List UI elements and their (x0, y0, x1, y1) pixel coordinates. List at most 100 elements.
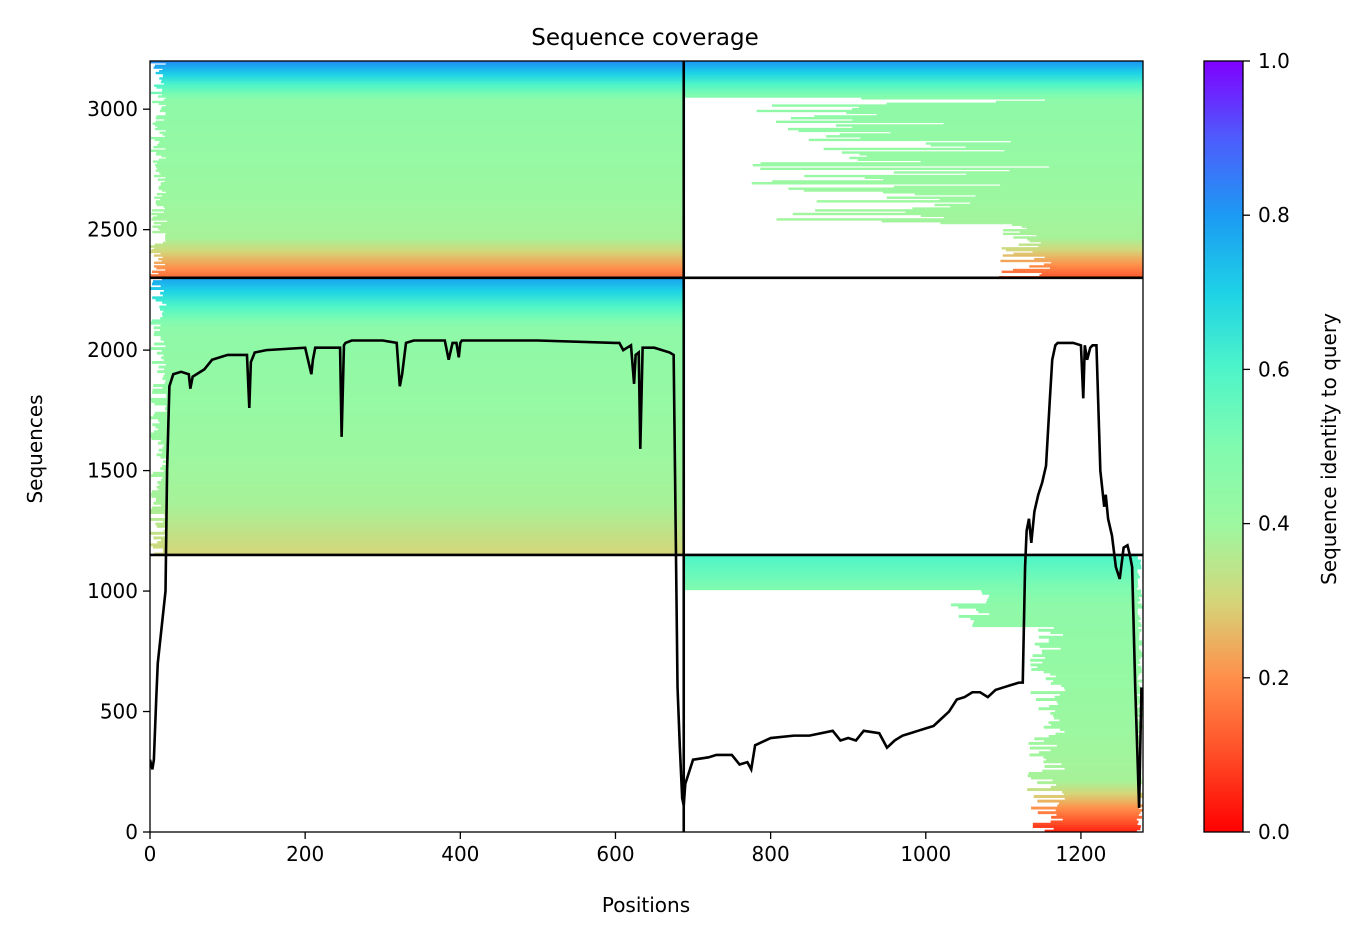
heat-row (160, 223, 684, 227)
heat-row (166, 191, 684, 194)
heat-row (1056, 700, 1142, 704)
heat-row (158, 427, 684, 431)
y-tick-label: 2500 (87, 218, 138, 242)
heat-row (160, 284, 684, 288)
heat-row (158, 142, 684, 145)
heat-row (161, 349, 684, 353)
heat-row (156, 162, 684, 165)
heat-row (975, 608, 1138, 611)
heat-row (163, 374, 684, 378)
heat-row (162, 75, 684, 78)
heat-row (804, 174, 1143, 178)
heat-row (164, 515, 684, 519)
heat-row (161, 478, 684, 482)
heat-row (1049, 267, 1143, 270)
heat-row (164, 513, 684, 517)
heat-row (153, 145, 684, 149)
heat-row (1055, 709, 1140, 713)
colorbar: 0.0 0.2 0.4 0.6 0.8 1.0 Sequence identity to … (1203, 49, 1341, 844)
heat-row (162, 300, 684, 304)
heat-row (1036, 234, 1143, 237)
heat-row (150, 245, 684, 248)
heat-row (760, 162, 1143, 165)
heat-row (163, 469, 684, 473)
heat-row (159, 328, 684, 332)
heat-row (966, 173, 1143, 176)
heat-row (165, 147, 684, 151)
heat-row (683, 561, 1141, 565)
heat-row (159, 77, 684, 80)
heat-row (866, 154, 1143, 158)
heat-row (683, 62, 1143, 66)
heat-row (989, 612, 1138, 616)
heat-row (158, 158, 684, 161)
heat-row (155, 298, 684, 302)
heat-row (150, 321, 684, 325)
heat-row (152, 122, 684, 125)
coverage-line (150, 339, 1143, 808)
x-axis-label: Positions (602, 893, 690, 917)
heat-row (160, 291, 684, 295)
heat-row (154, 243, 684, 246)
heat-row (1013, 236, 1143, 239)
heat-row (162, 446, 684, 450)
x-axis-ticks: 0 200 400 600 800 1000 1200 (144, 832, 1106, 866)
heat-row (159, 70, 684, 73)
heat-row (163, 210, 684, 214)
heat-row (1043, 760, 1140, 764)
heat-row (683, 84, 1143, 87)
heat-row (864, 176, 1143, 180)
heat-row (683, 73, 1143, 77)
heat-row (683, 582, 1138, 586)
heat-row (1055, 808, 1143, 812)
heat-row (159, 131, 684, 134)
heat-row (155, 153, 684, 156)
x-tick-label: 0 (144, 842, 157, 866)
x-tick-label: 1000 (900, 842, 951, 866)
heat-row (1062, 818, 1137, 822)
heat-row (972, 624, 1142, 628)
y-tick-label: 1500 (87, 459, 138, 483)
heat-row (1050, 672, 1140, 676)
heat-row (1031, 806, 1140, 810)
heat-row (162, 386, 684, 390)
heat-row (1044, 98, 1143, 102)
heat-row (792, 212, 1143, 216)
heat-row (1003, 229, 1143, 232)
heat-row (154, 64, 684, 68)
heat-row (815, 209, 1143, 212)
heat-row (1055, 732, 1138, 736)
heat-row (163, 310, 684, 314)
heat-row (167, 220, 684, 223)
heat-row (163, 358, 684, 362)
heat-row (165, 97, 684, 100)
heat-row (883, 178, 1143, 181)
heat-row (836, 124, 1143, 127)
heat-row (683, 61, 1143, 64)
heat-row (940, 221, 1143, 225)
heat-row (1055, 674, 1139, 678)
x-tick-label: 1200 (1055, 842, 1106, 866)
heat-row (890, 131, 1143, 134)
heat-row (1042, 769, 1140, 773)
heat-row (1049, 705, 1138, 708)
heat-row (861, 97, 1143, 100)
heat-row (165, 111, 684, 115)
heat-row (1029, 265, 1143, 268)
heat-row (164, 135, 684, 138)
heat-row (153, 501, 684, 505)
heat-row (1032, 250, 1143, 254)
heatmap-blocks (150, 61, 1143, 832)
heat-row (152, 471, 684, 475)
heat-row (920, 214, 1143, 218)
heat-row (1043, 725, 1143, 729)
heat-row (160, 439, 684, 443)
heat-row (159, 171, 684, 174)
heat-row (154, 265, 684, 268)
heat-row (978, 610, 1138, 614)
heat-row (858, 106, 1143, 109)
heat-row (154, 247, 684, 250)
heat-row (153, 66, 684, 69)
heat-row (150, 432, 684, 436)
heat-row (1064, 797, 1141, 801)
